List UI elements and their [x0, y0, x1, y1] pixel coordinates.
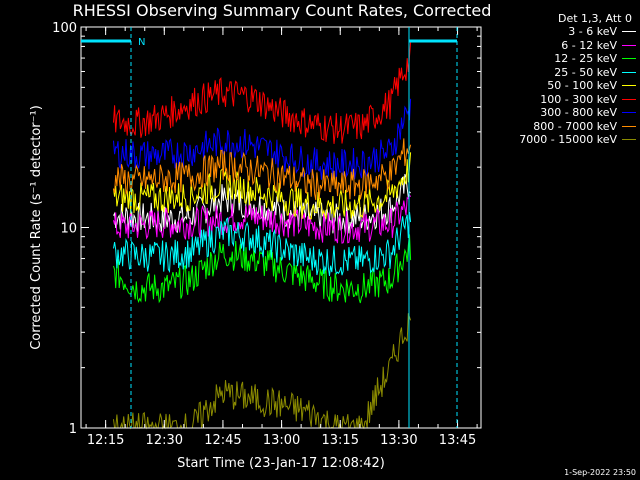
legend-label: 6 - 12 keV: [561, 38, 617, 52]
legend-swatch: [622, 44, 636, 46]
series-line: [113, 42, 412, 144]
legend-swatch: [622, 139, 636, 141]
x-axis-label: Start Time (23-Jan-17 12:08:42): [177, 456, 385, 471]
x-tick-label: 13:15: [322, 433, 359, 448]
flag-label: N: [138, 37, 145, 48]
x-tick-label: 12:30: [146, 433, 183, 448]
legend-label: 300 - 800 keV: [540, 106, 617, 120]
legend-item: 6 - 12 keV: [476, 39, 636, 53]
legend-label: 25 - 50 keV: [554, 65, 617, 79]
series-line: [113, 138, 412, 201]
series-line: [113, 234, 412, 304]
legend-swatch: [622, 112, 636, 114]
legend-swatch: [622, 31, 636, 33]
legend-label: 12 - 25 keV: [554, 52, 617, 66]
legend-swatch: [622, 71, 636, 73]
legend-item: 50 - 100 keV: [476, 79, 636, 93]
timestamp: 1-Sep-2022 23:50: [564, 468, 636, 477]
legend-swatch: [622, 85, 636, 87]
x-tick-label: 13:45: [439, 433, 476, 448]
legend-item: 300 - 800 keV: [476, 106, 636, 120]
x-tick-label: 13:00: [263, 433, 300, 448]
legend-label: 50 - 100 keV: [547, 79, 617, 93]
y-tick-label: 100: [52, 21, 77, 36]
legend-swatch: [622, 125, 636, 127]
x-tick-label: 12:45: [204, 433, 241, 448]
legend-swatch: [622, 58, 636, 60]
series-line: [113, 313, 412, 430]
chart-title: RHESSI Observing Summary Count Rates, Co…: [72, 1, 492, 20]
legend-swatch: [622, 98, 636, 100]
y-tick-label: 1: [69, 422, 77, 437]
legend: Det 1,3, Att 0 3 - 6 keV 6 - 12 keV 12 - 2…: [476, 12, 636, 147]
y-axis-label: Corrected Count Rate (s⁻¹ detector⁻¹): [29, 105, 44, 350]
legend-label: 3 - 6 keV: [568, 25, 617, 39]
legend-label: 7000 - 15000 keV: [519, 133, 617, 147]
series-line: [113, 193, 412, 244]
legend-label: 100 - 300 keV: [540, 92, 617, 106]
legend-label: 800 - 7000 keV: [533, 119, 617, 133]
legend-item: 12 - 25 keV: [476, 52, 636, 66]
legend-item: 800 - 7000 keV: [476, 120, 636, 134]
legend-item: 25 - 50 keV: [476, 66, 636, 80]
legend-item: 100 - 300 keV: [476, 93, 636, 107]
x-tick-label: 12:15: [87, 433, 124, 448]
legend-title: Det 1,3, Att 0: [558, 12, 632, 25]
series-line: [113, 98, 412, 180]
series-line: [113, 212, 412, 276]
legend-item: 3 - 6 keV: [476, 25, 636, 39]
x-tick-label: 13:30: [380, 433, 417, 448]
y-tick-label: 10: [60, 222, 77, 237]
legend-item: 7000 - 15000 keV: [476, 133, 636, 147]
series-line: [113, 152, 412, 220]
